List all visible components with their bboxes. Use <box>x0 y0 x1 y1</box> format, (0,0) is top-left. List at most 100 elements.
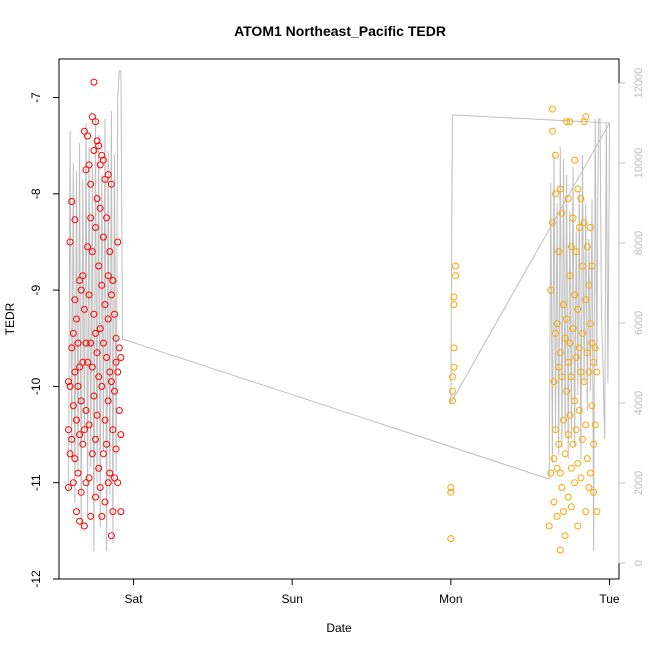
data-point <box>563 118 571 126</box>
data-point <box>82 166 90 174</box>
data-point <box>114 238 122 246</box>
data-point <box>84 243 92 251</box>
data-point <box>552 151 559 159</box>
data-point <box>558 209 566 217</box>
data-point <box>87 512 95 520</box>
data-point <box>101 175 109 183</box>
data-point <box>71 296 79 304</box>
data-point <box>569 214 577 222</box>
data-point <box>85 474 93 482</box>
data-point <box>104 479 112 487</box>
data-point <box>590 488 598 496</box>
data-point <box>548 105 556 113</box>
y-tick-label: -12 <box>29 570 43 588</box>
y2-tick-label: 6000 <box>633 311 645 335</box>
data-point <box>71 455 79 463</box>
y2-tick-label: 12000 <box>633 68 645 99</box>
line-layer <box>68 70 611 552</box>
data-point <box>556 185 564 193</box>
data-point <box>66 238 74 246</box>
data-point <box>88 363 96 371</box>
data-point <box>553 512 561 520</box>
data-point <box>569 325 577 333</box>
data-point <box>68 435 76 443</box>
data-point <box>103 354 111 361</box>
data-point <box>71 216 79 224</box>
data-point <box>582 421 590 429</box>
data-point <box>93 195 101 203</box>
data-point <box>553 464 561 472</box>
data-point <box>77 488 85 496</box>
data-point <box>107 378 115 386</box>
data-point <box>99 233 107 241</box>
data-point <box>107 180 115 188</box>
data-point <box>114 368 122 376</box>
data-point <box>564 358 572 366</box>
data-point <box>545 522 553 530</box>
data-point <box>585 281 593 289</box>
data-point <box>96 484 104 491</box>
data-point <box>90 78 98 86</box>
data-point <box>80 522 88 530</box>
x-axis-label: Date <box>326 621 352 635</box>
data-point <box>552 190 559 198</box>
data-point <box>82 479 90 487</box>
data-point <box>77 286 85 294</box>
data-point <box>561 532 569 540</box>
data-point <box>80 305 88 313</box>
data-point <box>593 508 601 516</box>
data-point <box>111 474 118 482</box>
data-point <box>112 445 120 453</box>
data-point <box>99 450 107 458</box>
data-point <box>574 305 582 313</box>
data-point <box>447 535 455 543</box>
data-point <box>95 464 103 472</box>
data-point <box>588 262 596 270</box>
data-point <box>92 435 99 443</box>
y-tick-label: -10 <box>29 377 43 395</box>
data-point <box>88 248 96 256</box>
data-point <box>90 310 98 318</box>
data-point <box>74 469 82 477</box>
data-point <box>450 344 458 352</box>
data-point <box>66 382 74 390</box>
data-point <box>68 344 76 352</box>
data-point <box>74 382 82 390</box>
data-point <box>103 214 111 222</box>
data-point <box>579 435 586 443</box>
data-point <box>92 224 99 231</box>
data-point <box>586 320 594 328</box>
data-point <box>585 484 593 491</box>
series-line <box>68 70 611 552</box>
data-point <box>93 349 101 357</box>
data-point <box>101 301 109 309</box>
data-point <box>448 387 456 395</box>
data-point <box>558 484 566 491</box>
data-point <box>74 339 82 347</box>
points-layer <box>65 78 601 554</box>
data-point <box>448 373 456 381</box>
data-point <box>447 488 455 496</box>
data-point <box>117 431 125 439</box>
data-point <box>96 161 104 169</box>
y-tick-label: -9 <box>29 284 43 295</box>
data-point <box>571 397 579 405</box>
data-point <box>69 329 77 337</box>
data-point <box>547 469 555 477</box>
data-point <box>107 532 115 540</box>
y-tick-label: -8 <box>29 188 43 199</box>
data-point <box>582 508 590 516</box>
data-point <box>87 339 95 347</box>
data-point <box>550 498 558 506</box>
data-point <box>566 272 574 280</box>
data-point <box>548 127 556 135</box>
x-tick-label: Sun <box>282 592 303 606</box>
data-point <box>579 329 586 337</box>
data-point <box>555 248 563 256</box>
data-point <box>65 378 72 386</box>
data-point <box>104 397 112 405</box>
data-point <box>104 272 112 280</box>
data-point <box>95 262 103 270</box>
data-point <box>567 464 575 472</box>
